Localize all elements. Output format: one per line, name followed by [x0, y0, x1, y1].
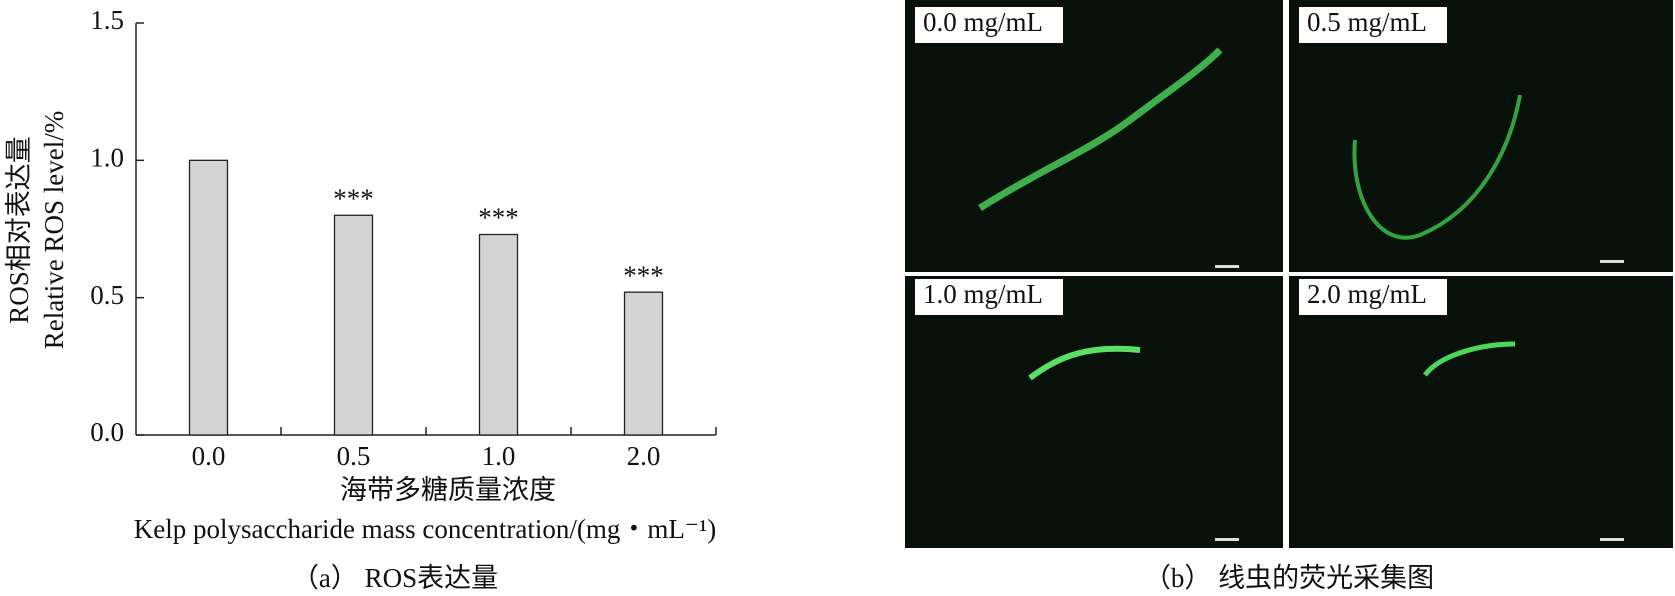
y-tick-label: 0.0 — [90, 417, 124, 447]
y-tick-label: 1.5 — [90, 5, 124, 35]
micrograph — [905, 276, 1283, 548]
significance: *** — [623, 260, 664, 290]
label-box — [1299, 279, 1447, 315]
micrograph — [1289, 0, 1673, 272]
y-tick-label: 0.5 — [90, 280, 124, 310]
significance: *** — [333, 183, 374, 213]
micrographs — [905, 0, 1673, 548]
panel-label: 0.0 mg/mL — [923, 7, 1043, 37]
panel-label: 0.5 mg/mL — [1307, 7, 1427, 37]
y-axis-label: ROS相对表达量 — [4, 136, 34, 324]
panel-label: 2.0 mg/mL — [1307, 279, 1427, 309]
y-axis-label: Relative ROS level/% — [39, 111, 69, 349]
x-tick-label: 0.5 — [337, 441, 371, 471]
label-box — [1299, 7, 1447, 43]
x-tick-label: 2.0 — [627, 441, 661, 471]
panel-label: 1.0 mg/mL — [923, 279, 1043, 309]
label-box — [915, 7, 1063, 43]
bar — [623, 291, 664, 436]
bar — [478, 233, 519, 436]
bar — [188, 159, 229, 436]
x-tick-label: 0.0 — [192, 441, 226, 471]
x-axis-label: Kelp polysaccharide mass concentration/(… — [134, 514, 716, 544]
caption: （b） 线虫的荧光采集图 — [1144, 563, 1434, 593]
caption: （a） ROS表达量 — [292, 563, 498, 593]
y-tick-label: 1.0 — [90, 143, 124, 173]
micrograph — [905, 0, 1283, 272]
bar — [333, 214, 374, 436]
x-axis-label: 海带多糖质量浓度 — [340, 475, 556, 505]
x-tick-label: 1.0 — [482, 441, 516, 471]
label-box — [915, 279, 1063, 315]
significance: *** — [478, 203, 519, 233]
micrograph — [1289, 276, 1673, 548]
